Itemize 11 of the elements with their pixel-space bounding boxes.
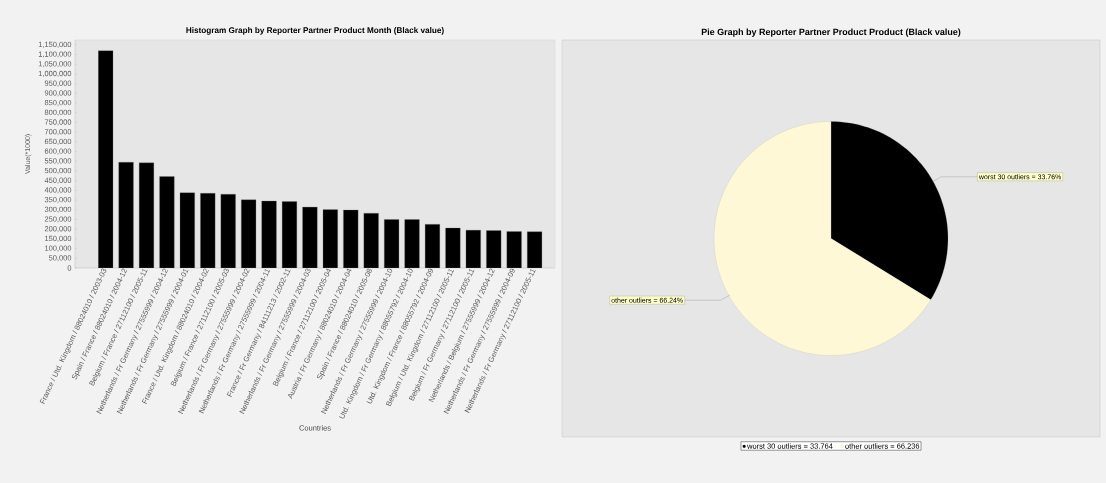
bar <box>404 219 420 268</box>
bar <box>261 200 277 268</box>
bar <box>506 231 522 268</box>
chart-title: Pie Graph by Reporter Partner Product Product (Black value) <box>701 28 961 37</box>
bar <box>445 227 461 268</box>
chart-title: Histogram Graph by Reporter Partner Product Month (Black value) <box>186 27 444 35</box>
bar <box>363 213 379 268</box>
bar <box>118 162 134 268</box>
bar <box>220 194 236 268</box>
bar <box>159 176 175 268</box>
bar <box>302 206 318 268</box>
